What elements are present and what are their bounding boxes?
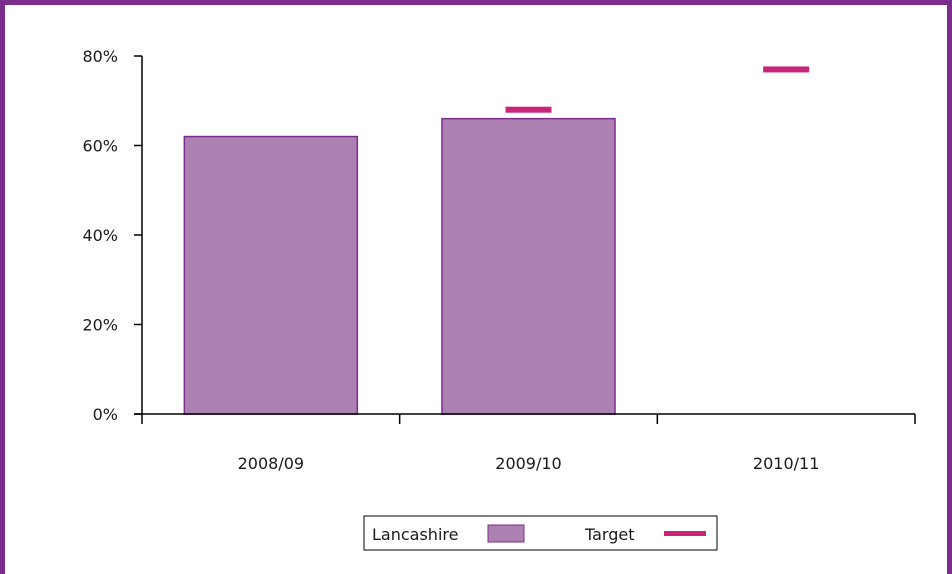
y-tick-label: 40% — [82, 226, 118, 245]
y-tick-label: 60% — [82, 137, 118, 156]
legend: Lancashire Target — [363, 515, 718, 551]
bar-lancashire — [183, 135, 359, 415]
y-tick-label: 80% — [82, 47, 118, 66]
x-axis-ticks: 2008/09 2009/10 2010/11 — [141, 414, 916, 473]
y-tick-label: 20% — [82, 316, 118, 335]
y-axis-ticks: 0% 20% 40% 60% 80% — [82, 47, 142, 424]
bar-lancashire — [441, 117, 616, 415]
legend-label-lancashire: Lancashire — [372, 525, 458, 544]
target-marker — [763, 66, 810, 73]
legend-box — [363, 515, 718, 551]
legend-swatch-target — [664, 531, 706, 536]
bar-series — [183, 117, 616, 415]
x-tick-label: 2010/11 — [753, 454, 819, 473]
x-tick-label: 2009/10 — [495, 454, 561, 473]
y-tick-label: 0% — [93, 405, 118, 424]
target-marker — [505, 106, 552, 113]
legend-label-target: Target — [584, 525, 635, 544]
legend-swatch-lancashire — [487, 524, 525, 543]
x-tick-label: 2008/09 — [238, 454, 304, 473]
target-series — [505, 66, 810, 113]
